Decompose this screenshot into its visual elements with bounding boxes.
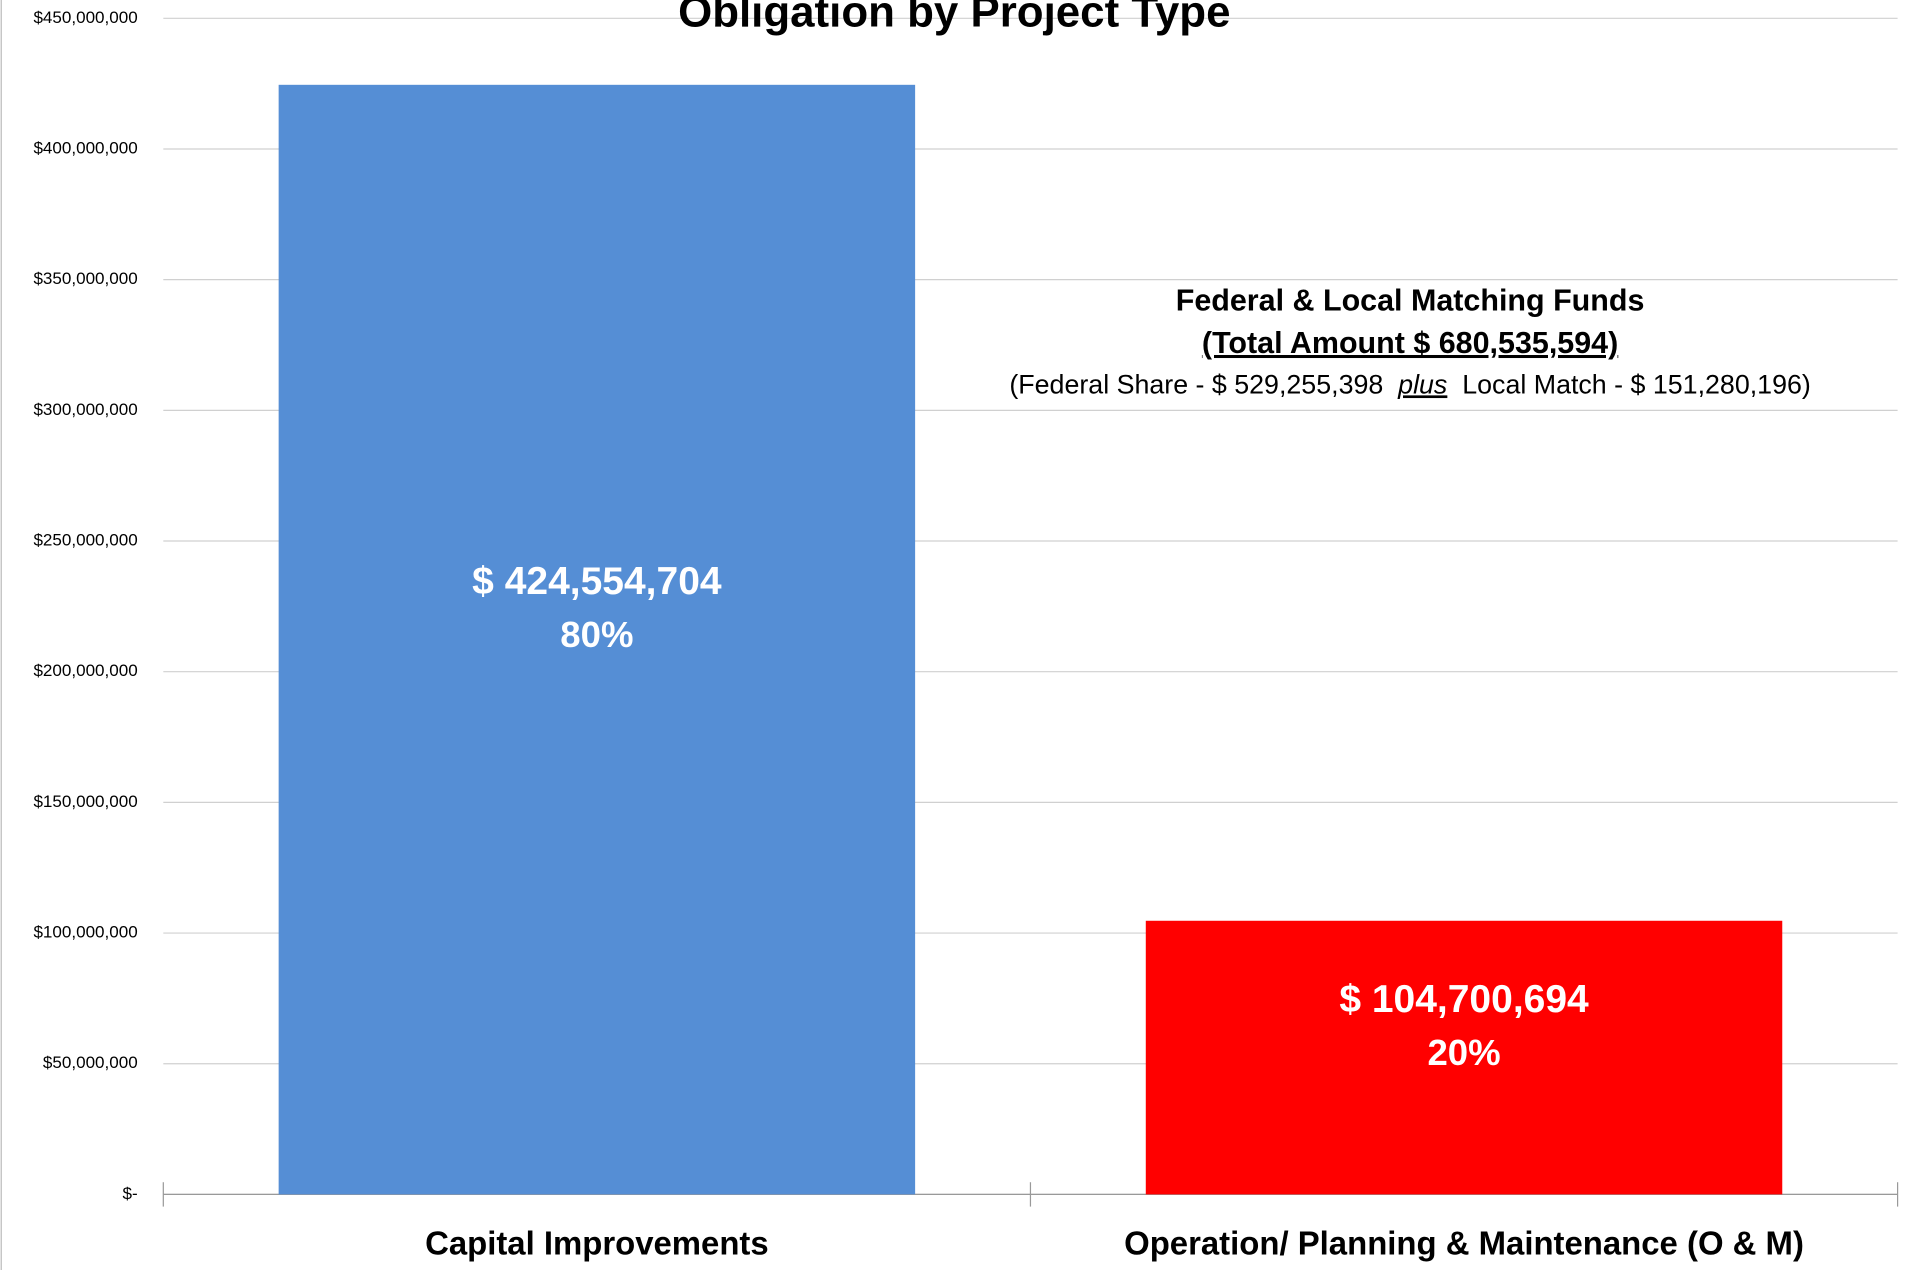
y-tick-label: $200,000,000 bbox=[33, 661, 137, 680]
percent-label: 20% bbox=[1427, 1032, 1500, 1073]
annotation-detail-start: (Federal Share - $ 529,255,398 bbox=[1009, 369, 1383, 399]
y-tick-label: $150,000,000 bbox=[33, 792, 137, 811]
y-tick-label: $- bbox=[123, 1184, 138, 1203]
y-tick-label: $350,000,000 bbox=[33, 269, 137, 288]
bar bbox=[278, 84, 916, 1195]
bar bbox=[1145, 920, 1783, 1195]
marks: $ 424,554,704 80% $ 104,700,694 20% bbox=[278, 84, 1783, 1195]
y-tick-label: $250,000,000 bbox=[33, 531, 137, 550]
annotation-plus: plus bbox=[1397, 369, 1447, 399]
annotation-detail-end: Local Match - $ 151,280,196) bbox=[1462, 369, 1811, 399]
annotation-heading: Federal & Local Matching Funds bbox=[1176, 283, 1645, 317]
value-label: $ 104,700,694 bbox=[1339, 978, 1589, 1021]
x-tick-label: Operation/ Planning & Maintenance (O & M… bbox=[1124, 1224, 1804, 1261]
value-label: $ 424,554,704 bbox=[472, 560, 722, 603]
y-tick-label: $400,000,000 bbox=[33, 138, 137, 157]
annotation-detail: (Federal Share - $ 529,255,398 plus Loca… bbox=[1009, 369, 1810, 399]
y-tick-label: $50,000,000 bbox=[43, 1053, 138, 1072]
y-tick-label: $300,000,000 bbox=[33, 400, 137, 419]
chart-title: Obligation by Project Type bbox=[678, 0, 1230, 36]
annotation-total: (Total Amount $ 680,535,594) bbox=[1202, 326, 1618, 360]
percent-label: 80% bbox=[560, 614, 633, 655]
y-tick-label: $450,000,000 bbox=[33, 8, 137, 27]
y-tick-label: $100,000,000 bbox=[33, 923, 137, 942]
x-tick-label: Capital Improvements bbox=[425, 1224, 769, 1261]
